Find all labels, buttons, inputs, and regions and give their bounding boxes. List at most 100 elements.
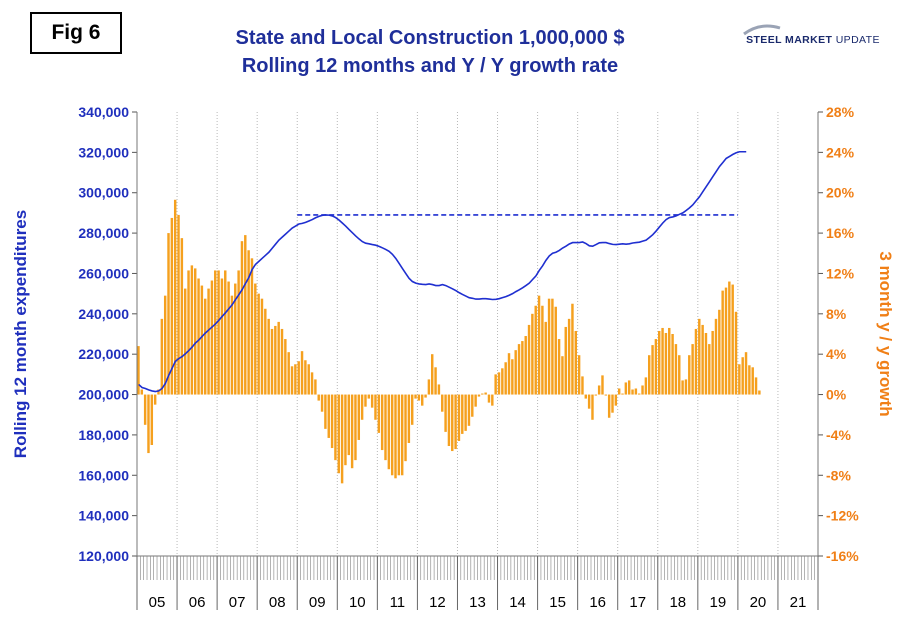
growth-bar	[380, 394, 384, 451]
growth-bar	[574, 330, 577, 395]
growth-bar	[641, 385, 644, 395]
growth-bar	[367, 394, 371, 399]
growth-bar	[734, 311, 738, 395]
growth-bar	[260, 298, 264, 395]
line-layer	[138, 150, 747, 393]
year-label: 07	[229, 594, 246, 611]
growth-bar	[404, 394, 407, 462]
growth-bar	[237, 270, 240, 395]
growth-bar	[197, 278, 200, 395]
growth-bar	[634, 388, 638, 395]
growth-bar	[474, 394, 477, 407]
rolling-12m-line	[138, 150, 747, 393]
growth-bar	[160, 318, 164, 395]
growth-bar	[190, 265, 194, 395]
growth-bar	[621, 393, 624, 395]
growth-bar	[611, 394, 614, 413]
growth-bar	[234, 283, 237, 395]
left-axis-tick-label: 280,000	[78, 225, 129, 241]
growth-bar	[544, 321, 547, 395]
growth-bar	[738, 364, 741, 395]
left-axis-tick-label: 340,000	[78, 104, 129, 120]
growth-bar	[454, 394, 457, 450]
growth-bar	[711, 330, 714, 395]
growth-bar	[648, 355, 651, 395]
growth-bar	[457, 394, 461, 441]
growth-bar	[564, 326, 567, 395]
growth-bar	[427, 379, 431, 395]
growth-bar	[507, 353, 511, 395]
growth-bar	[604, 394, 608, 396]
growth-bar	[658, 330, 661, 395]
growth-bar	[194, 268, 197, 395]
growth-bar	[330, 394, 334, 449]
growth-bar	[691, 344, 694, 395]
figure-label: Fig 6	[30, 12, 122, 54]
year-label: 11	[390, 594, 406, 611]
growth-bar	[230, 295, 234, 395]
growth-bar	[704, 332, 708, 395]
growth-bar	[150, 394, 154, 445]
growth-bar	[607, 394, 611, 418]
growth-bar	[317, 394, 320, 401]
left-axis-tick-label: 140,000	[78, 508, 129, 524]
left-axis-tick-label: 180,000	[78, 427, 129, 443]
growth-bar	[187, 270, 190, 395]
growth-bar	[204, 298, 207, 395]
growth-bar	[758, 390, 761, 395]
year-label: 06	[189, 594, 206, 611]
growth-bar	[384, 394, 387, 461]
growth-bar	[724, 287, 728, 395]
growth-bar	[390, 394, 394, 476]
growth-bar	[183, 288, 187, 395]
growth-bar	[614, 394, 618, 406]
growth-bar	[587, 394, 591, 409]
growth-bar	[484, 392, 487, 395]
growth-bar	[374, 394, 377, 420]
left-axis-tick-label: 320,000	[78, 144, 129, 160]
growth-bar	[701, 324, 704, 395]
growth-bar	[537, 295, 541, 395]
growth-bar	[521, 341, 524, 395]
growth-bar	[664, 332, 668, 395]
brand-text-2: UPDATE	[835, 34, 880, 46]
growth-bar	[394, 394, 397, 479]
growth-bar	[741, 357, 744, 395]
bars-layer	[137, 199, 761, 484]
growth-bar	[601, 375, 604, 395]
year-label: 16	[589, 594, 606, 611]
growth-bar	[434, 367, 437, 395]
growth-bar	[360, 394, 364, 420]
growth-bar	[644, 377, 648, 395]
left-axis-title: Rolling 12 month expenditures	[11, 210, 30, 458]
growth-bar	[377, 394, 381, 433]
growth-bar	[491, 394, 494, 406]
growth-bar	[220, 278, 224, 395]
left-axis-tick-label: 240,000	[78, 306, 129, 322]
growth-bar	[551, 298, 554, 395]
growth-bar	[387, 394, 391, 470]
growth-bar	[708, 344, 711, 395]
right-axis-tick-label: -12%	[826, 508, 859, 524]
right-axis-title: 3 month y / y growth	[876, 251, 895, 416]
growth-bar	[143, 394, 147, 425]
growth-bar	[224, 270, 227, 395]
growth-bar	[274, 325, 277, 395]
left-axis-tick-label: 220,000	[78, 346, 129, 362]
growth-bar	[280, 328, 284, 395]
growth-bar	[294, 364, 297, 395]
growth-bar	[631, 389, 634, 395]
growth-bar	[557, 339, 561, 395]
growth-bar	[400, 394, 404, 476]
label-layer: 120,000 140,000 160,000 180,000 200,000 220,0…	[11, 104, 895, 611]
growth-bar	[651, 345, 654, 395]
right-axis-tick-label: 28%	[826, 104, 855, 120]
right-axis-tick-label: -4%	[826, 427, 851, 443]
right-axis-tick-label: -16%	[826, 548, 859, 564]
year-label: 18	[669, 594, 686, 611]
brand-swoosh-icon	[743, 24, 781, 36]
growth-bar	[370, 394, 374, 408]
growth-bar	[437, 384, 441, 395]
growth-bar	[678, 355, 681, 395]
growth-bar	[290, 366, 294, 395]
